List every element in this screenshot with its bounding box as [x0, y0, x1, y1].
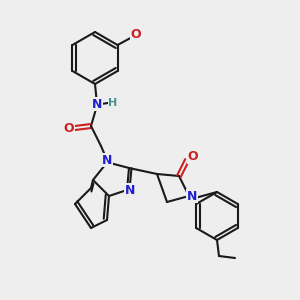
- Text: N: N: [125, 184, 135, 196]
- Text: H: H: [108, 98, 118, 108]
- Text: N: N: [92, 98, 102, 110]
- Text: N: N: [187, 190, 197, 202]
- Text: O: O: [130, 28, 141, 41]
- Text: N: N: [102, 154, 112, 166]
- Text: O: O: [188, 151, 198, 164]
- Text: O: O: [64, 122, 74, 134]
